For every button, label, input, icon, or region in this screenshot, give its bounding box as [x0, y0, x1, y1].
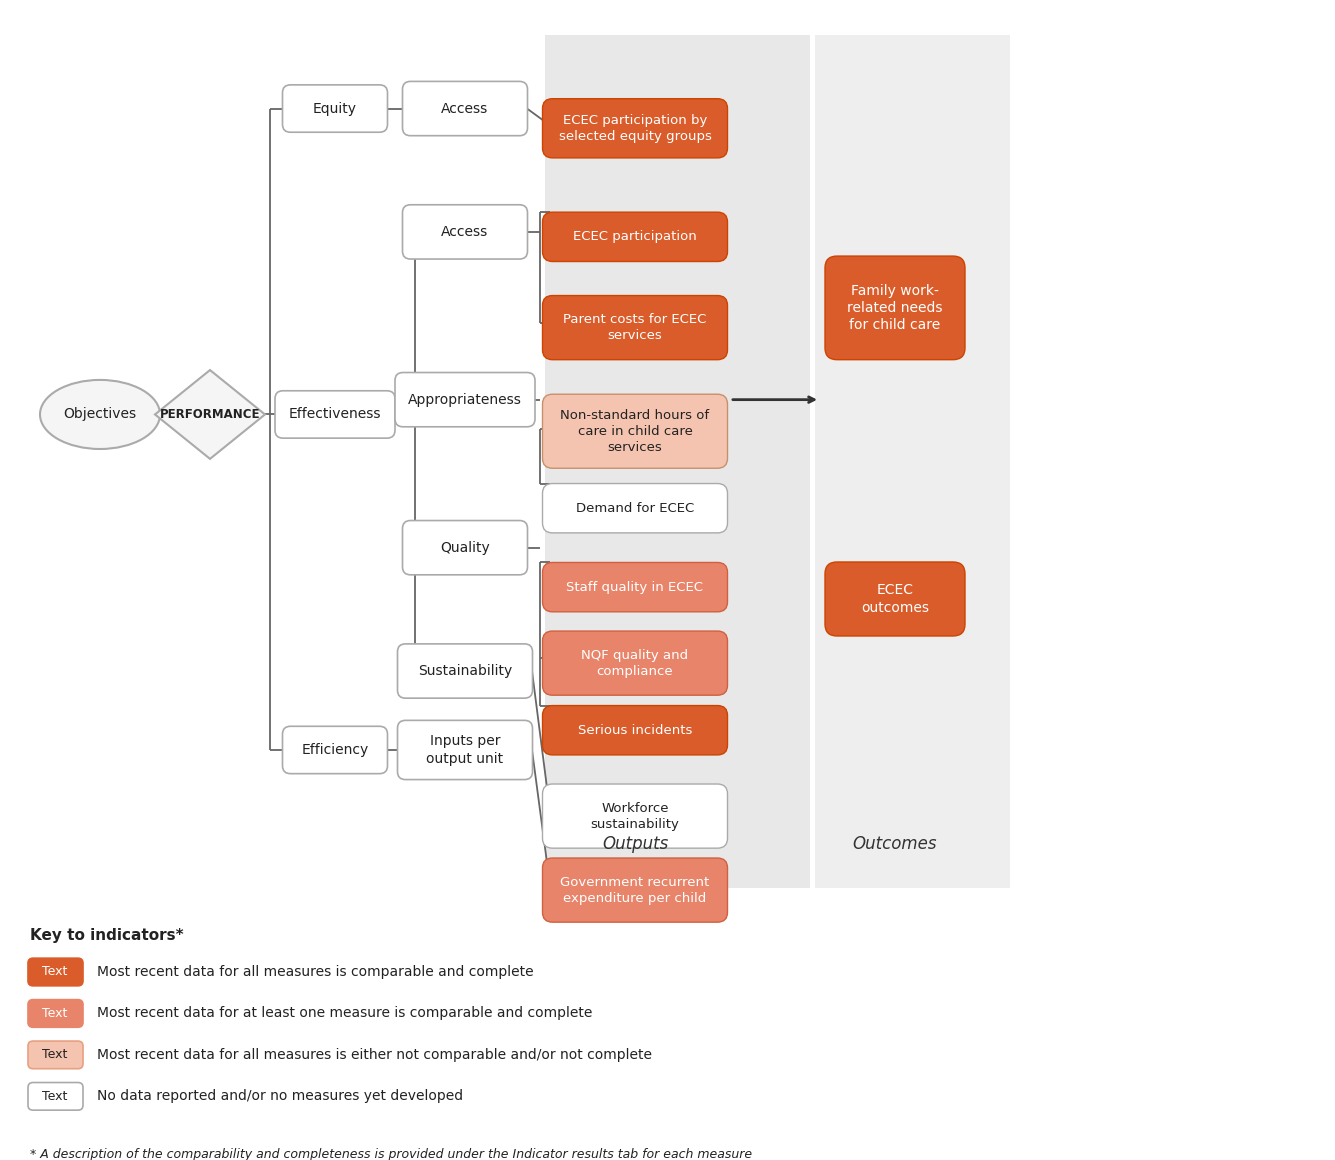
- Text: Serious incidents: Serious incidents: [578, 724, 692, 737]
- Text: Effectiveness: Effectiveness: [288, 407, 382, 421]
- FancyBboxPatch shape: [398, 644, 533, 698]
- Text: ECEC
outcomes: ECEC outcomes: [861, 583, 929, 615]
- FancyBboxPatch shape: [398, 720, 533, 780]
- Text: NQF quality and
compliance: NQF quality and compliance: [582, 648, 689, 677]
- Text: Most recent data for all measures is comparable and complete: Most recent data for all measures is com…: [97, 965, 534, 979]
- FancyBboxPatch shape: [542, 296, 728, 360]
- Text: * A description of the comparability and completeness is provided under the Indi: * A description of the comparability and…: [29, 1147, 752, 1160]
- FancyBboxPatch shape: [542, 563, 728, 611]
- Text: Access: Access: [442, 102, 489, 116]
- Ellipse shape: [40, 380, 160, 449]
- Text: Objectives: Objectives: [64, 407, 136, 421]
- Text: Inputs per
output unit: Inputs per output unit: [426, 734, 503, 766]
- FancyBboxPatch shape: [395, 372, 535, 427]
- Text: Text: Text: [43, 965, 68, 979]
- FancyBboxPatch shape: [402, 205, 527, 259]
- FancyBboxPatch shape: [542, 631, 728, 695]
- Text: Efficiency: Efficiency: [302, 742, 368, 757]
- FancyBboxPatch shape: [542, 394, 728, 469]
- FancyBboxPatch shape: [825, 561, 965, 636]
- FancyBboxPatch shape: [28, 1000, 83, 1028]
- FancyBboxPatch shape: [542, 705, 728, 755]
- Text: Most recent data for at least one measure is comparable and complete: Most recent data for at least one measur…: [97, 1007, 593, 1021]
- FancyBboxPatch shape: [283, 85, 387, 132]
- Text: Text: Text: [43, 1090, 68, 1103]
- Text: Demand for ECEC: Demand for ECEC: [575, 502, 694, 515]
- Text: Most recent data for all measures is either not comparable and/or not complete: Most recent data for all measures is eit…: [97, 1047, 651, 1061]
- FancyBboxPatch shape: [542, 484, 728, 532]
- Text: Text: Text: [43, 1007, 68, 1020]
- Text: ECEC participation by
selected equity groups: ECEC participation by selected equity gr…: [558, 114, 712, 143]
- FancyBboxPatch shape: [542, 858, 728, 922]
- Text: Sustainability: Sustainability: [418, 664, 513, 679]
- Text: Staff quality in ECEC: Staff quality in ECEC: [566, 581, 704, 594]
- Text: Quality: Quality: [441, 541, 490, 554]
- Text: Parent costs for ECEC
services: Parent costs for ECEC services: [563, 313, 706, 342]
- Text: Equity: Equity: [312, 102, 356, 116]
- Text: Key to indicators*: Key to indicators*: [29, 928, 184, 943]
- Text: Appropriateness: Appropriateness: [409, 392, 522, 407]
- FancyBboxPatch shape: [542, 784, 728, 848]
- Text: Outputs: Outputs: [602, 835, 668, 853]
- Text: Text: Text: [43, 1049, 68, 1061]
- Text: Workforce
sustainability: Workforce sustainability: [590, 802, 680, 831]
- Text: Access: Access: [442, 225, 489, 239]
- FancyBboxPatch shape: [825, 256, 965, 360]
- FancyBboxPatch shape: [545, 35, 810, 889]
- FancyBboxPatch shape: [283, 726, 387, 774]
- FancyBboxPatch shape: [275, 391, 395, 438]
- FancyBboxPatch shape: [28, 1082, 83, 1110]
- Text: Outcomes: Outcomes: [853, 835, 937, 853]
- FancyBboxPatch shape: [542, 212, 728, 261]
- FancyBboxPatch shape: [542, 99, 728, 158]
- Text: ECEC participation: ECEC participation: [573, 231, 697, 244]
- Text: PERFORMANCE: PERFORMANCE: [160, 408, 260, 421]
- FancyBboxPatch shape: [402, 81, 527, 136]
- Text: Non-standard hours of
care in child care
services: Non-standard hours of care in child care…: [561, 408, 710, 454]
- Text: No data reported and/or no measures yet developed: No data reported and/or no measures yet …: [97, 1089, 463, 1103]
- Polygon shape: [155, 370, 266, 459]
- Text: Family work-
related needs
for child care: Family work- related needs for child car…: [848, 283, 943, 332]
- FancyBboxPatch shape: [814, 35, 1011, 889]
- FancyBboxPatch shape: [28, 1041, 83, 1068]
- FancyBboxPatch shape: [402, 521, 527, 575]
- FancyBboxPatch shape: [28, 958, 83, 986]
- Text: Government recurrent
expenditure per child: Government recurrent expenditure per chi…: [561, 876, 710, 905]
